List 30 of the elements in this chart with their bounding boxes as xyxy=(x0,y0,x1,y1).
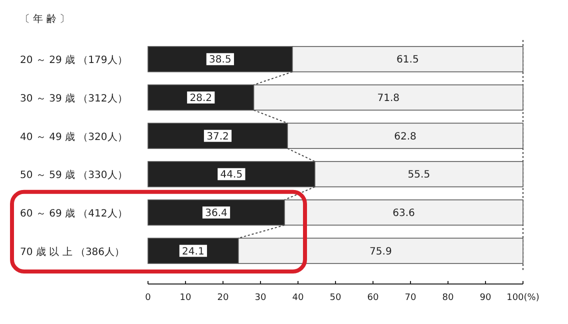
x-tick-label: 70 xyxy=(404,293,416,303)
x-tick-label: 100(%) xyxy=(506,293,540,303)
x-tick-label: 40 xyxy=(292,293,304,303)
x-tick-label: 60 xyxy=(367,293,379,303)
y-tick-label: 70 歳 以 上 （386人） xyxy=(20,246,125,258)
y-axis-title: 〔 年 齢 〕 xyxy=(20,13,70,25)
x-tick-label: 50 xyxy=(330,293,342,303)
data-label: 75.9 xyxy=(370,246,392,258)
data-label: 71.8 xyxy=(377,93,400,104)
y-tick-label: 60 ～ 69 歳 （412人） xyxy=(20,208,128,220)
x-tick-label: 0 xyxy=(145,293,152,303)
x-tick-label: 30 xyxy=(254,293,266,303)
data-label: 28.2 xyxy=(190,93,212,104)
data-label: 44.5 xyxy=(220,170,243,181)
data-label: 55.5 xyxy=(408,170,430,181)
data-label: 37.2 xyxy=(206,131,229,142)
data-label: 38.5 xyxy=(209,54,232,66)
x-tick-label: 10 xyxy=(180,293,192,303)
x-tick-label: 80 xyxy=(442,293,454,303)
data-label: 61.5 xyxy=(396,54,419,66)
y-tick-label: 20 ～ 29 歳 （179人） xyxy=(20,54,128,66)
data-label: 63.6 xyxy=(392,208,415,219)
data-label: 36.4 xyxy=(205,208,228,219)
y-tick-label: 40 ～ 49 歳 （320人） xyxy=(20,130,128,143)
x-tick-label: 20 xyxy=(217,293,229,303)
data-label: 62.8 xyxy=(394,131,416,142)
y-tick-label: 30 ～ 39 歳 （312人） xyxy=(20,92,128,104)
x-tick-label: 90 xyxy=(480,293,492,303)
data-label: 24.1 xyxy=(182,246,204,258)
y-tick-label: 50 ～ 59 歳 （330人） xyxy=(20,169,128,182)
